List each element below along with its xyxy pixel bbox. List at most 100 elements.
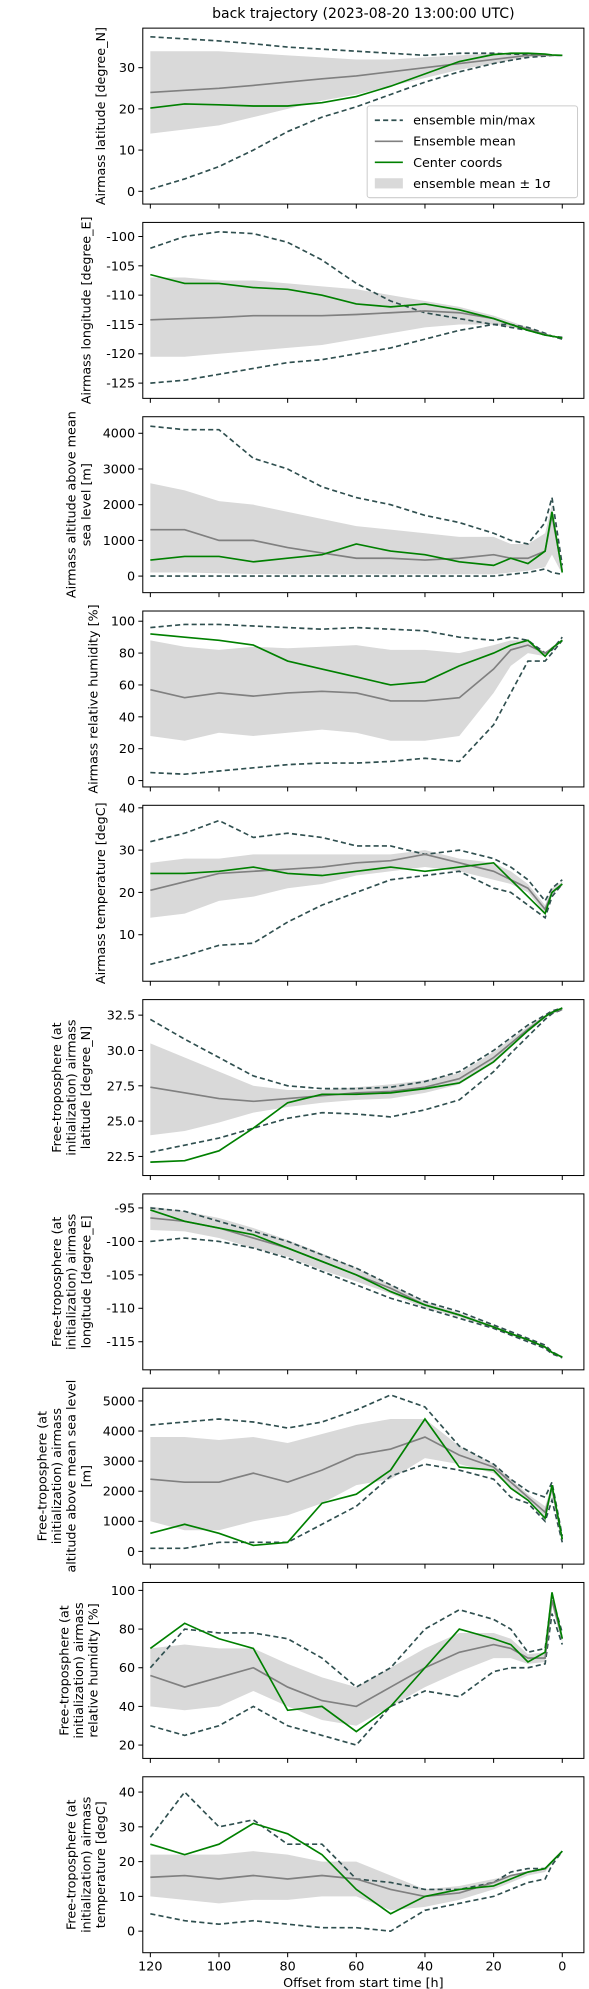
plot-area xyxy=(150,1206,563,1359)
std-band xyxy=(150,1206,563,1358)
y-tick-label: 2000 xyxy=(103,498,135,513)
minmax-line xyxy=(150,1850,563,1933)
plot-area xyxy=(150,425,564,577)
plot-area xyxy=(150,35,563,191)
y-axis-label: longitude [degree_E] xyxy=(79,1215,94,1348)
series-line xyxy=(150,511,564,573)
plot-area xyxy=(149,1592,564,1747)
plot-area xyxy=(149,1790,563,1933)
y-axis-label: initialization) airmass xyxy=(50,1408,65,1545)
y-tick-label: 27.5 xyxy=(107,1079,135,1094)
y-axis-label: Free-troposphere (at xyxy=(35,1411,50,1541)
y-tick-label: -115 xyxy=(106,318,135,333)
minmax-line xyxy=(150,1008,563,1154)
y-tick-label: 20 xyxy=(119,102,135,117)
y-tick-label: 32.5 xyxy=(107,1009,135,1024)
series-line xyxy=(149,1592,564,1733)
std-band xyxy=(150,277,563,357)
y-tick-label: 0 xyxy=(127,1545,135,1560)
series-line xyxy=(150,853,563,911)
y-tick-label: -110 xyxy=(106,289,135,304)
y-axis-label: Free-troposphere (at xyxy=(57,1605,72,1735)
series-line xyxy=(150,310,563,339)
axes-frame xyxy=(142,1193,585,1371)
series-line xyxy=(150,1436,564,1540)
x-axis-label: Offset from start time [h] xyxy=(283,1976,444,1989)
y-tick-label: 40 xyxy=(119,1700,135,1715)
y-tick-label: -100 xyxy=(106,230,135,245)
legend-swatch xyxy=(374,178,403,189)
minmax-line xyxy=(149,1007,563,1090)
y-tick-label: -125 xyxy=(106,377,135,392)
series-line xyxy=(150,1599,564,1708)
y-tick-label: 10 xyxy=(119,144,135,159)
y-tick-label: 30.0 xyxy=(107,1044,135,1059)
legend-label: Ensemble mean xyxy=(413,135,516,150)
y-axis-label: latitude [degree_N] xyxy=(79,1026,94,1149)
y-tick-label: 0 xyxy=(127,185,135,200)
y-axis-label: initialization) airmass xyxy=(65,1213,80,1350)
std-band xyxy=(150,638,563,741)
std-band xyxy=(150,1596,563,1726)
minmax-line xyxy=(150,1613,564,1747)
y-tick-label: 60 xyxy=(119,678,135,693)
legend-label: ensemble mean ± 1σ xyxy=(413,177,550,192)
axes-frame xyxy=(142,1776,585,1954)
minmax-line xyxy=(150,1394,564,1537)
y-tick-label: 4000 xyxy=(103,1424,135,1439)
axes-frame xyxy=(142,221,585,399)
minmax-line xyxy=(150,1237,563,1359)
series-line xyxy=(150,1007,563,1163)
x-tick-label: 60 xyxy=(348,1960,364,1975)
y-tick-label: 60 xyxy=(119,1661,135,1676)
y-tick-label: 40 xyxy=(119,710,135,725)
std-band xyxy=(150,1851,563,1911)
y-tick-label: -100 xyxy=(106,1235,135,1250)
y-tick-label: 30 xyxy=(119,61,135,76)
y-tick-label: 10 xyxy=(119,928,135,943)
minmax-line xyxy=(150,1207,563,1358)
y-axis-label: Free-troposphere (at xyxy=(50,1217,65,1347)
y-tick-label: 80 xyxy=(119,1623,135,1638)
y-axis-label: relative humidity [%] xyxy=(87,1603,102,1737)
plot-area xyxy=(150,230,563,384)
y-tick-label: 20 xyxy=(119,1739,135,1754)
minmax-line xyxy=(150,425,564,566)
minmax-line xyxy=(150,54,563,191)
y-axis-label: Free-troposphere (at xyxy=(65,1800,80,1930)
y-tick-label: 25.0 xyxy=(107,1115,135,1130)
std-band xyxy=(150,1418,563,1541)
minmax-line xyxy=(150,35,563,57)
plot-area xyxy=(150,1394,564,1550)
plot-area xyxy=(150,623,563,776)
minmax-line xyxy=(150,639,563,776)
y-tick-label: 0 xyxy=(127,570,135,585)
plot-area xyxy=(149,1007,563,1163)
series-line xyxy=(150,273,563,339)
y-tick-label: 20 xyxy=(119,886,135,901)
y-tick-label: 30 xyxy=(119,844,135,859)
y-tick-label: 1000 xyxy=(103,534,135,549)
minmax-line xyxy=(150,819,563,903)
std-band xyxy=(150,1008,563,1136)
axes-frame xyxy=(142,416,585,594)
y-tick-label: 4000 xyxy=(103,427,135,442)
legend-label: ensemble min/max xyxy=(413,114,536,129)
y-axis-label: initialization) airmass xyxy=(79,1796,94,1933)
y-axis-label: altitude above mean sea level xyxy=(65,1380,80,1573)
y-axis-label: [m] xyxy=(79,1465,94,1487)
y-axis-label: Airmass latitude [degree_N] xyxy=(94,27,109,205)
y-tick-label: 0 xyxy=(127,1925,135,1940)
y-tick-label: 80 xyxy=(119,647,135,662)
series-line xyxy=(150,515,564,571)
x-tick-label: 120 xyxy=(138,1960,162,1975)
y-tick-label: 0 xyxy=(127,774,135,789)
legend-label: Center coords xyxy=(413,156,503,171)
y-tick-label: -115 xyxy=(106,1335,135,1350)
y-axis-label: Free-troposphere (at xyxy=(50,1022,65,1152)
y-tick-label: 100 xyxy=(111,1584,135,1599)
axes-frame xyxy=(142,999,585,1177)
y-tick-label: 20 xyxy=(119,1855,135,1870)
y-axis-label: sea level [m] xyxy=(79,463,94,546)
